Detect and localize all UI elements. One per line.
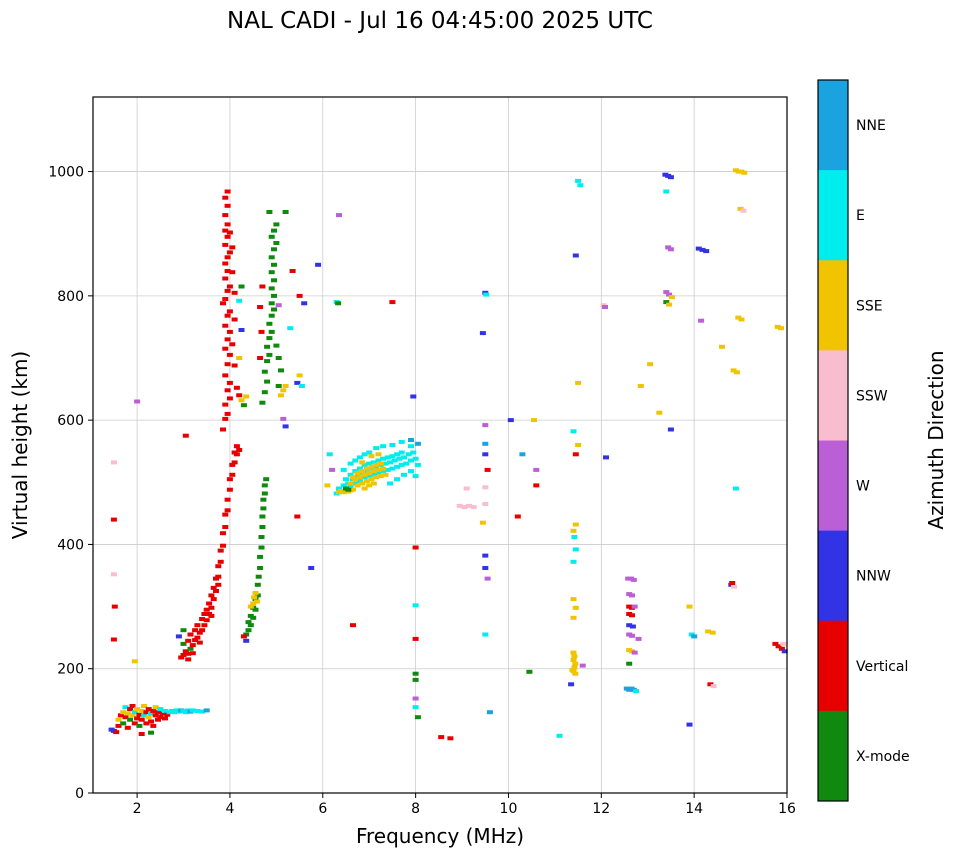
scatter-points	[108, 168, 788, 741]
colorbar-tick-label: X-mode	[856, 749, 910, 765]
y-tick-label: 800	[57, 289, 84, 305]
colorbar-tick-label: SSW	[856, 388, 888, 404]
x-tick-label: 8	[411, 801, 420, 817]
axis-ticks: 2 4 6 8 10 12 14 16 0 200 400 600 800 1000	[48, 165, 796, 817]
colorbar-tick-label: E	[856, 208, 865, 224]
grid-lines	[93, 97, 788, 793]
plot-border	[92, 96, 788, 794]
x-tick-label: 10	[500, 801, 518, 817]
x-tick-label: 12	[592, 801, 610, 817]
y-tick-label: 200	[57, 662, 84, 678]
x-axis-label: Frequency (MHz)	[355, 824, 525, 848]
colorbar-tick-label: Vertical	[856, 659, 908, 675]
x-tick-label: 6	[318, 801, 327, 817]
y-tick-label: 1000	[48, 165, 84, 181]
chart-title: NAL CADI - Jul 16 04:45:00 2025 UTC	[227, 8, 653, 34]
x-tick-label: 2	[133, 801, 142, 817]
colorbar-tick-label: W	[856, 479, 870, 495]
colorbar-tick-label: SSE	[856, 298, 883, 314]
x-tick-label: 4	[225, 801, 234, 817]
colorbar-tick-label: NNE	[856, 118, 886, 134]
colorbar-tick-label: NNW	[856, 569, 891, 585]
x-tick-label: 16	[778, 801, 796, 817]
y-tick-label: 0	[75, 786, 84, 802]
x-tick-label: 14	[685, 801, 703, 817]
y-tick-label: 600	[57, 413, 84, 429]
y-tick-label: 400	[57, 537, 84, 553]
colorbar: NNE E SSE SSW W NNW Vertical X-mode	[817, 79, 910, 802]
